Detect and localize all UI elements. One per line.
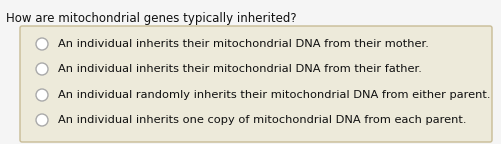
Text: An individual inherits their mitochondrial DNA from their father.: An individual inherits their mitochondri… <box>58 64 421 74</box>
FancyBboxPatch shape <box>20 26 491 142</box>
Text: How are mitochondrial genes typically inherited?: How are mitochondrial genes typically in… <box>6 12 296 25</box>
Text: An individual randomly inherits their mitochondrial DNA from either parent.: An individual randomly inherits their mi… <box>58 90 489 100</box>
Text: An individual inherits one copy of mitochondrial DNA from each parent.: An individual inherits one copy of mitoc… <box>58 115 465 125</box>
Text: An individual inherits their mitochondrial DNA from their mother.: An individual inherits their mitochondri… <box>58 39 428 49</box>
Circle shape <box>36 89 48 101</box>
Circle shape <box>36 38 48 50</box>
Circle shape <box>36 63 48 75</box>
Circle shape <box>36 114 48 126</box>
